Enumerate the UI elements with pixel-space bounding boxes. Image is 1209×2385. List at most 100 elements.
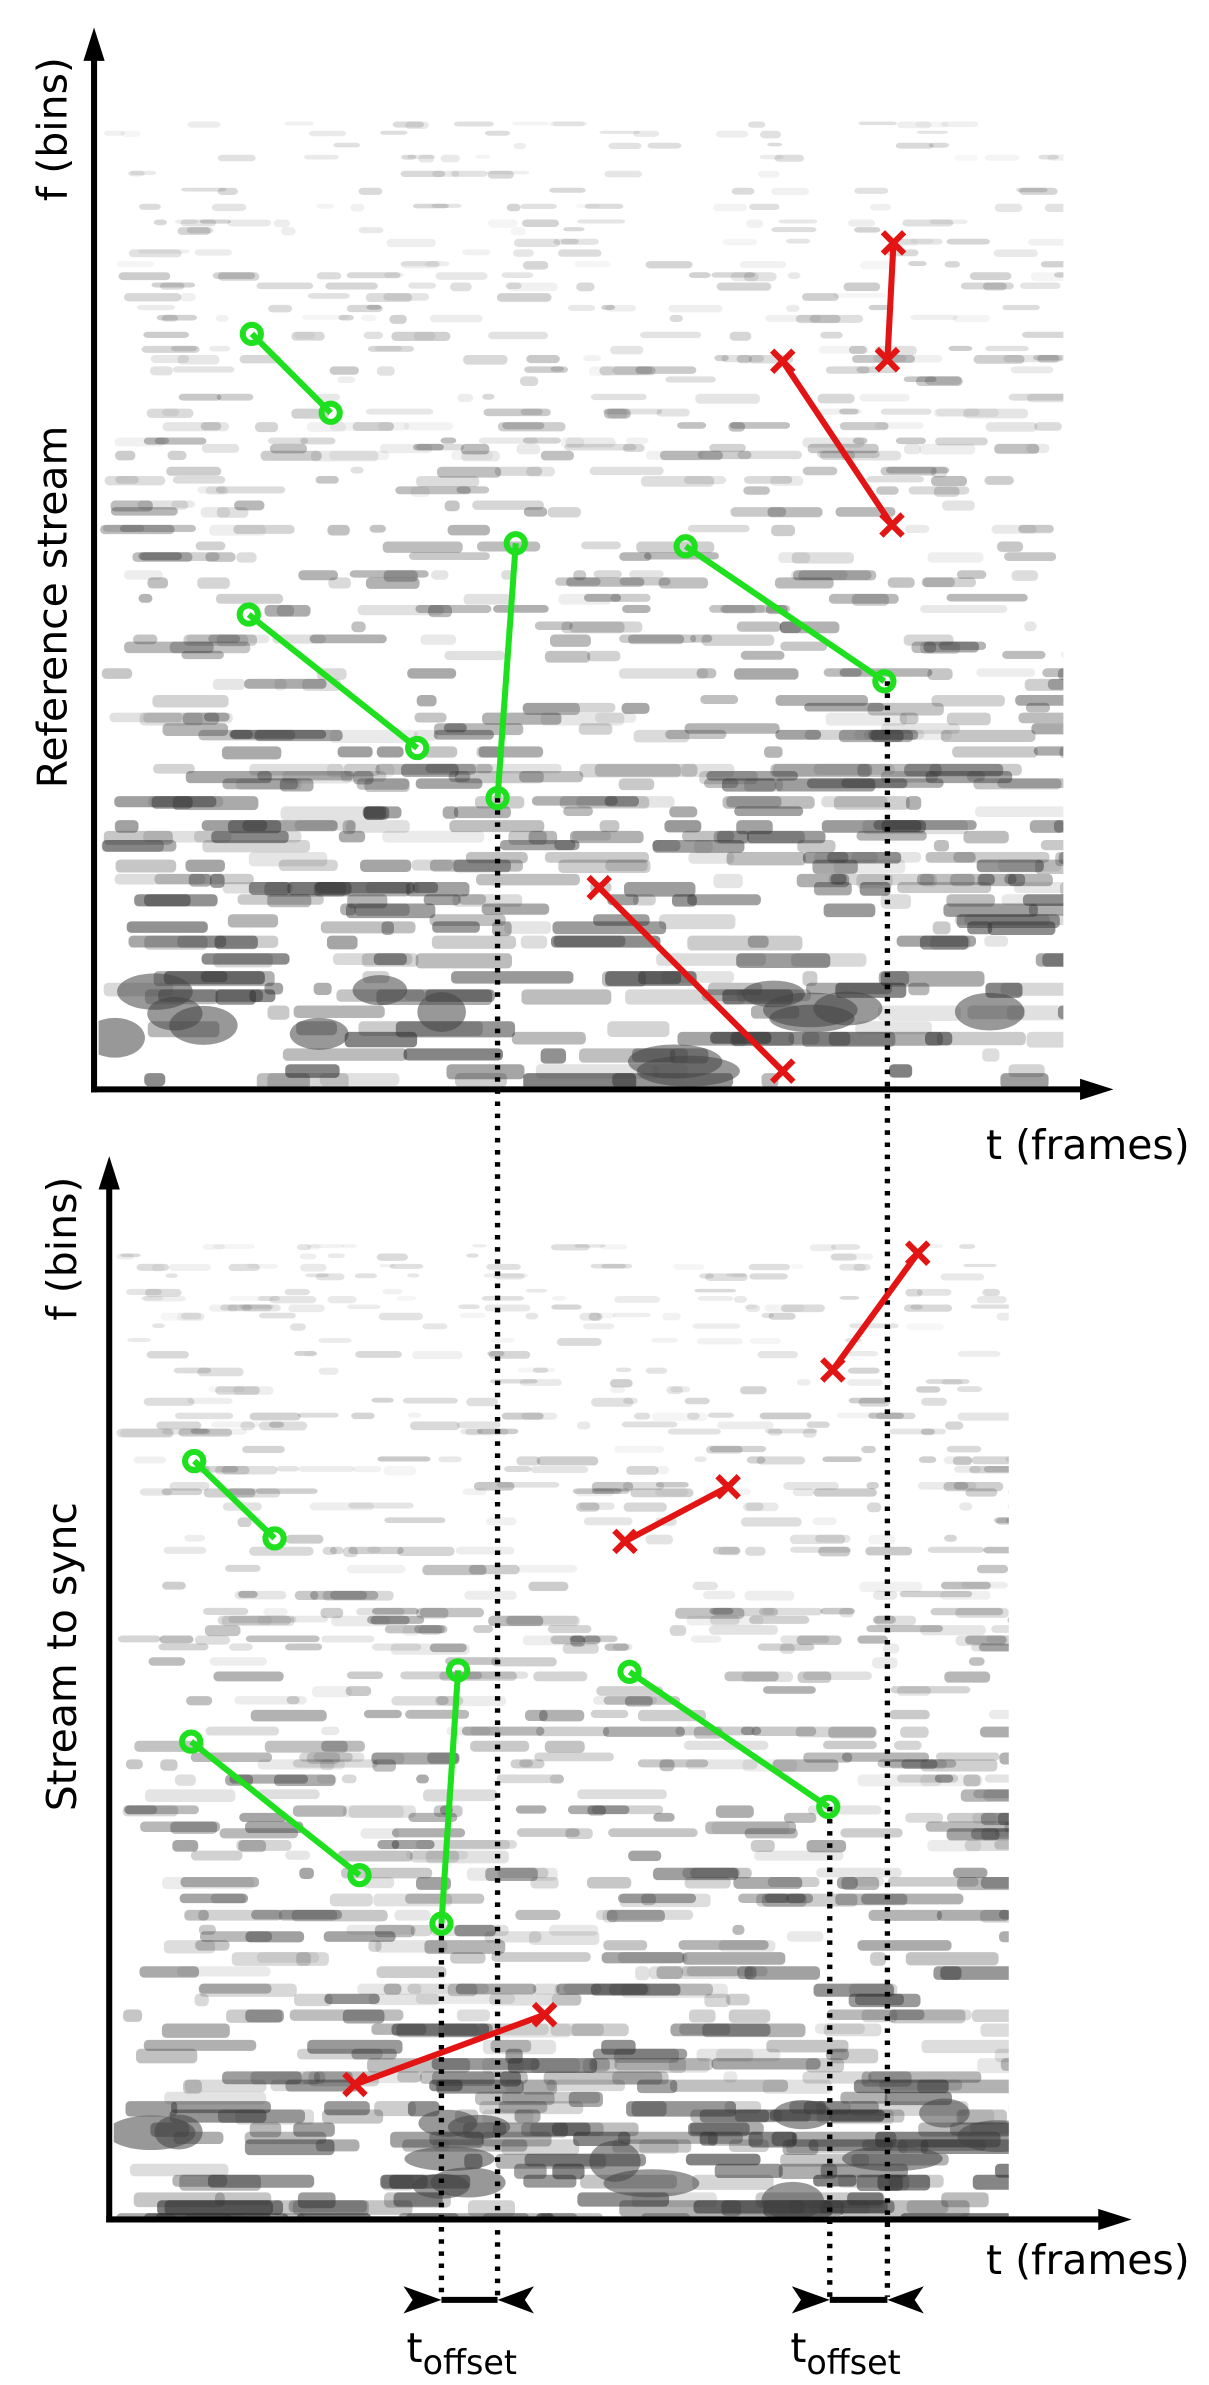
spectrogram-cell <box>973 354 1025 364</box>
spectrogram-cell <box>375 763 476 775</box>
spectrogram-cell <box>996 1312 1009 1321</box>
spectrogram-cell <box>213 1671 284 1682</box>
spectrogram-cell <box>621 1421 678 1428</box>
spectrogram-cell <box>648 1966 754 1979</box>
spectrogram-cell <box>976 1564 1009 1574</box>
spectrogram-cell <box>583 354 602 362</box>
spectrogram-cell <box>304 1351 318 1358</box>
spectrogram-cell <box>602 1726 685 1737</box>
spectrogram-cell <box>601 1952 685 1964</box>
spectrogram-cell <box>767 142 783 147</box>
spectrogram-cell <box>971 1828 1009 1840</box>
spectrogram-cell <box>608 1828 698 1838</box>
spectrogram-cell <box>310 1590 379 1600</box>
spectrogram-cell <box>300 437 336 445</box>
spectrogram-cell <box>720 604 765 614</box>
spectrogram-cell <box>702 2023 806 2038</box>
spectrogram-cell <box>292 1805 347 1817</box>
spectrogram-cell <box>728 422 746 432</box>
spectrogram-cell <box>1007 1503 1009 1510</box>
spectrogram-cell <box>298 570 338 581</box>
spectrogram-cell <box>715 130 749 138</box>
spectrogram-cell <box>861 2009 898 2023</box>
spectrogram-cell <box>296 1952 311 1966</box>
spectrogram-cell <box>160 1759 178 1771</box>
spectrogram-cell <box>209 873 225 888</box>
spectrogram-cell <box>930 1607 1004 1616</box>
spectrogram-cell <box>987 921 1056 936</box>
spectrogram-cell <box>963 1263 997 1268</box>
spectrogram-cell <box>843 282 881 292</box>
spectrogram-cell <box>318 1367 339 1375</box>
spectrogram-cell <box>946 1828 1000 1841</box>
spectrogram-cell <box>349 570 429 578</box>
spectrogram-cell <box>994 1828 1009 1838</box>
spectrogram-cell <box>516 1456 541 1466</box>
spectrogram-cell <box>898 238 918 247</box>
spectrogram-cell <box>363 1709 402 1719</box>
peak-match <box>178 1729 204 1754</box>
spectrogram-cell <box>244 678 327 689</box>
spectrogram-cell <box>524 366 568 373</box>
spectrogram-cell <box>450 1952 486 1964</box>
spectrogram-cell <box>889 1709 930 1720</box>
spectrogram-cell <box>859 881 891 896</box>
spectrogram-cell <box>133 634 158 645</box>
spectrogram-cell <box>152 1323 165 1329</box>
spectrogram-cell <box>887 1876 979 1887</box>
spectrogram-cell <box>191 1428 248 1435</box>
spectrogram-cell <box>804 702 885 712</box>
spectrogram-cell <box>925 1821 1009 1832</box>
spectrogram-cell <box>569 1635 618 1643</box>
peak-match <box>182 1448 207 1474</box>
spectrogram-cell <box>879 2079 963 2091</box>
spectrogram-cell <box>821 796 888 808</box>
spectrogram-cell <box>195 1940 230 1951</box>
spectrogram-cell <box>164 2091 267 2105</box>
spectrogram-cell <box>593 570 622 578</box>
spectrogram-cell <box>216 507 249 518</box>
spectrogram-blob <box>418 2109 478 2137</box>
spectrogram-cell <box>309 1502 375 1511</box>
spectrogram-cell <box>1002 650 1046 659</box>
spectrogram-cell <box>635 1966 650 1981</box>
spectrogram-cell <box>451 450 494 461</box>
spectrogram-cell <box>201 820 268 831</box>
spectrogram-cell <box>890 1686 971 1694</box>
spectrogram-cell <box>520 408 543 416</box>
spectrogram-cell <box>606 1909 665 1922</box>
spectrogram-cell <box>282 771 353 784</box>
spectrogram-cell <box>371 1752 460 1765</box>
spectrogram-cell <box>839 1296 860 1300</box>
spectrogram-cell <box>358 187 383 195</box>
peak-match <box>673 534 698 559</box>
spectrogram-cell <box>940 1273 985 1281</box>
spectrogram-cell <box>168 1263 212 1271</box>
spectrogram-cell <box>618 668 709 679</box>
spectrogram-cell <box>139 1966 200 1978</box>
spectrogram-cell <box>899 1590 973 1598</box>
spectrogram-cell <box>617 2131 743 2144</box>
spectrogram-cell <box>150 354 190 363</box>
spectrogram-cell <box>485 1867 538 1882</box>
spectrogram-cell <box>245 1635 320 1643</box>
spectrogram-cell <box>373 953 407 966</box>
spectrogram-cell <box>138 552 183 560</box>
spectrogram-cell <box>920 1759 998 1772</box>
spectrogram-cell <box>162 1581 186 1590</box>
spectrogram-cell <box>901 1759 938 1769</box>
spectrogram-cell <box>766 2039 849 2053</box>
spectrogram-cell <box>927 552 984 563</box>
spectrogram-cell <box>374 1924 415 1938</box>
spectrogram-cell <box>558 859 651 874</box>
spectrogram-cell <box>729 422 791 429</box>
spectrogram-cell <box>839 1607 854 1618</box>
spectrogram-cell <box>412 881 439 894</box>
spectrogram-cell <box>324 1993 380 2004</box>
spectrogram-cell <box>103 830 173 845</box>
spectrogram-cell <box>143 1397 195 1406</box>
spectrogram-cell <box>709 1445 767 1453</box>
spectrogram-cell <box>573 570 587 581</box>
spectrogram-cell <box>432 170 460 177</box>
spectrogram-cell <box>454 1924 496 1937</box>
